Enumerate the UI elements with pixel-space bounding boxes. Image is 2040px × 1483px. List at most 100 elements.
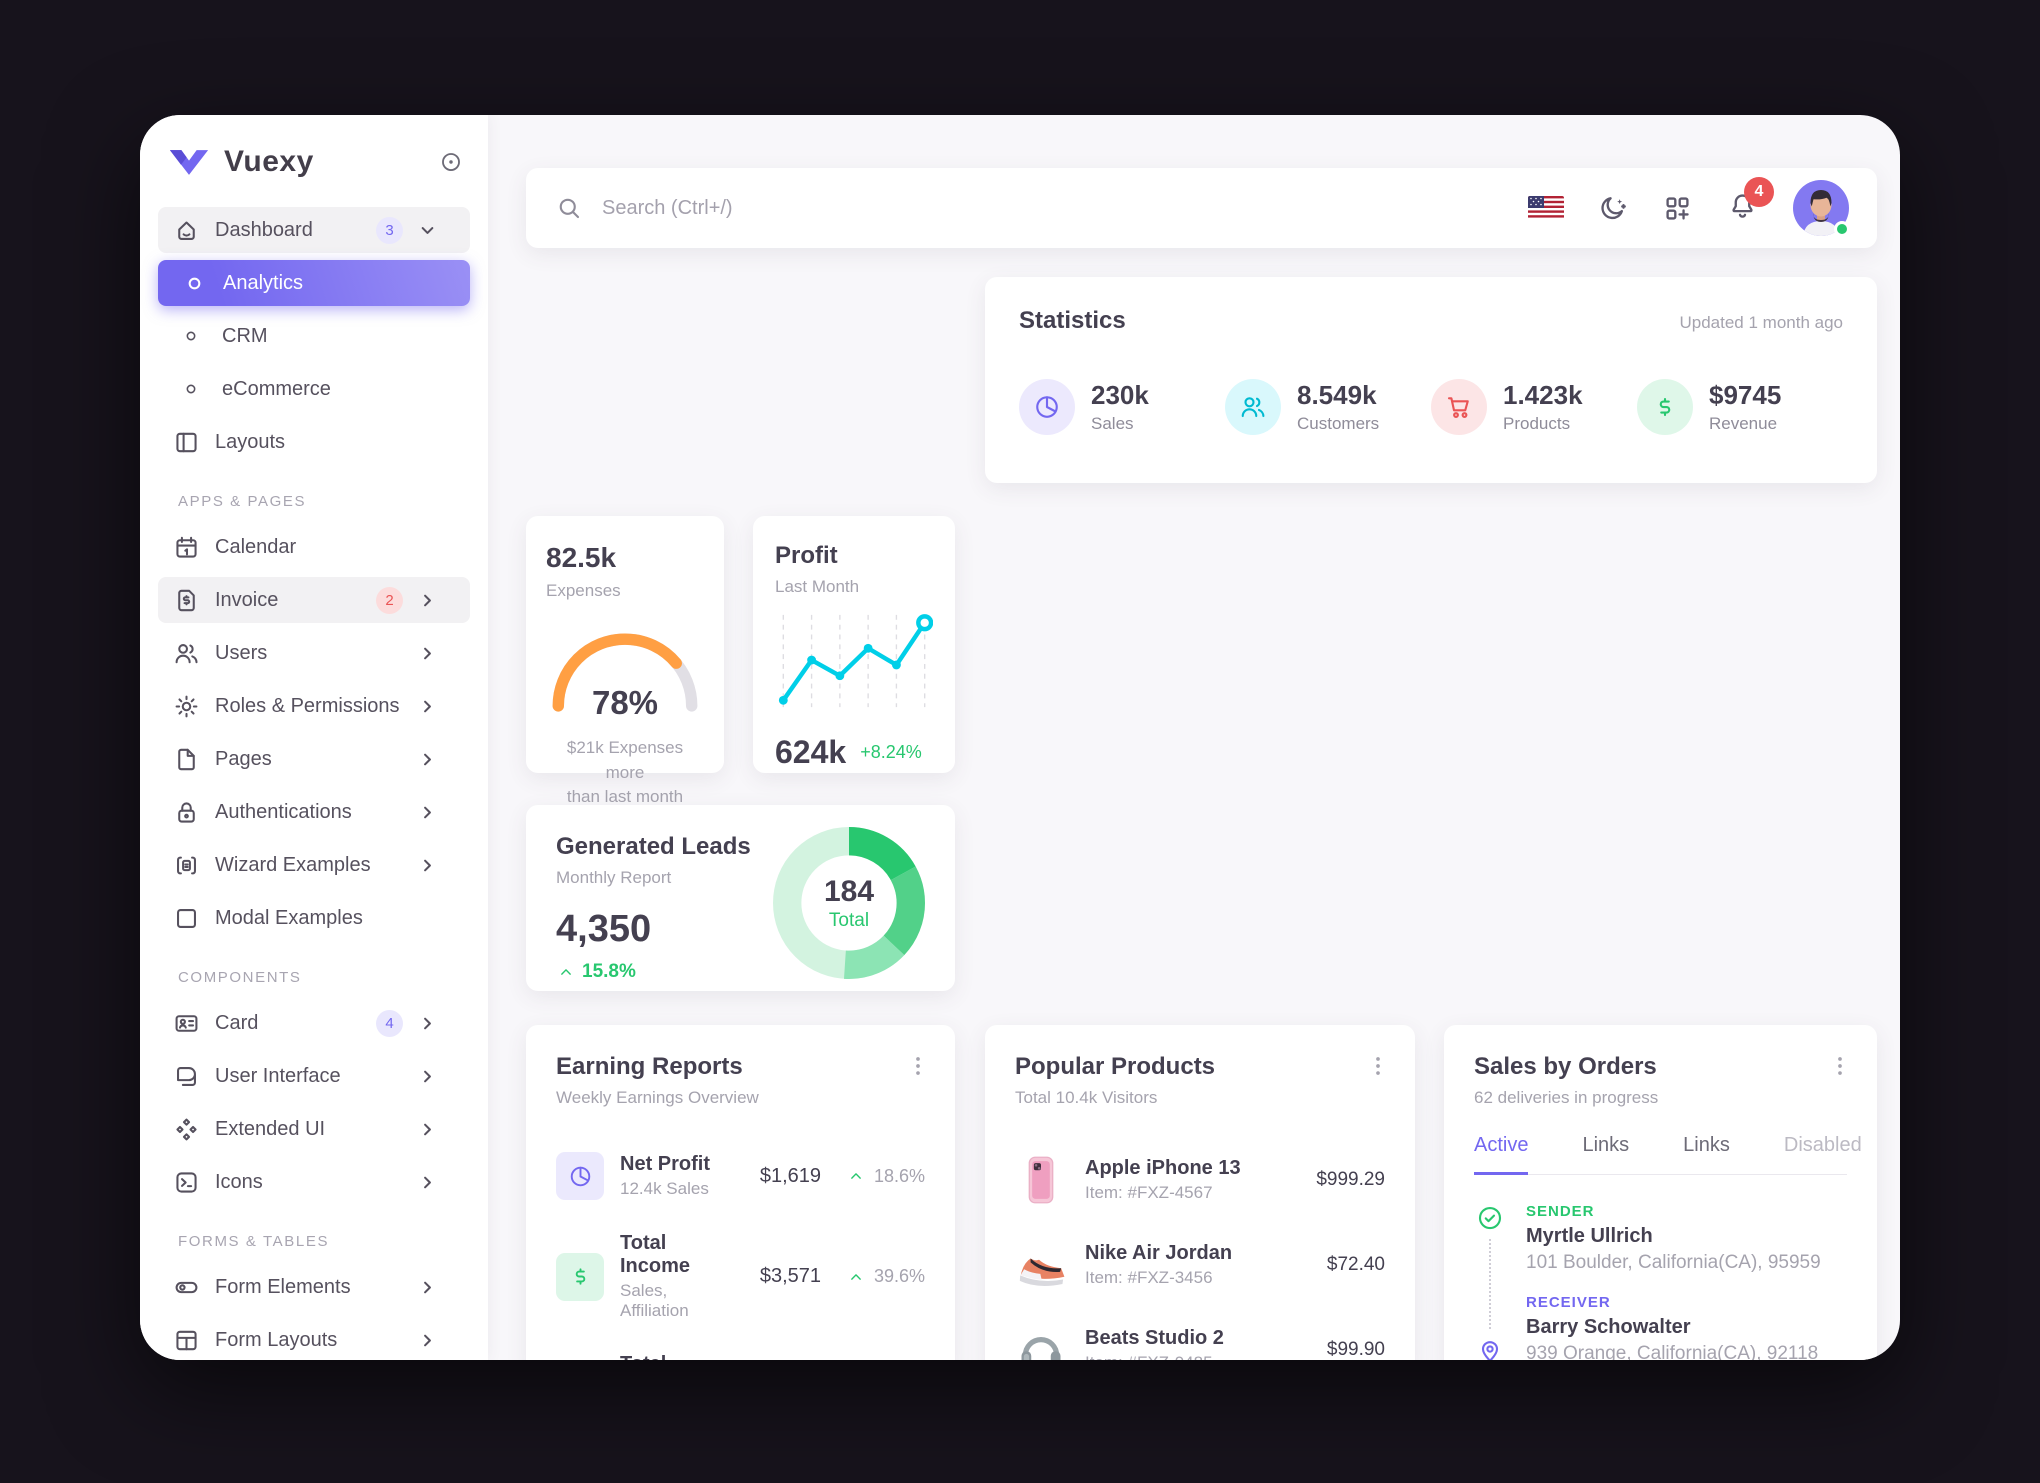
sidebar-item-calendar[interactable]: Calendar <box>158 524 470 570</box>
leads-subtitle: Monthly Report <box>556 868 672 887</box>
earning-row-total-income: Total Income Sales, Affiliation $3,571 3… <box>556 1232 925 1321</box>
stat-label: Revenue <box>1709 414 1778 433</box>
sidebar-item-label: Roles & Permissions <box>215 694 400 717</box>
stat-products: 1.423k Products <box>1431 379 1637 435</box>
earning-subtitle: Weekly Earnings Overview <box>556 1088 759 1107</box>
expenses-card: 82.5k Expenses 78% $21k Expenses more th… <box>526 516 724 806</box>
form-layout-icon <box>172 1326 201 1355</box>
sidebar-item-label: Users <box>215 641 268 664</box>
sidebar-item-users[interactable]: Users <box>158 630 470 676</box>
tab-active[interactable]: Active <box>1474 1134 1529 1175</box>
sidebar-item-invoice[interactable]: Invoice 2 <box>158 577 470 623</box>
product-price: $99.90 <box>1326 1339 1385 1360</box>
sidebar-item-label: Analytics <box>223 271 304 294</box>
top-navbar: 4 <box>526 168 1877 248</box>
donut-center-label: Total <box>828 909 870 931</box>
dashboard-badge: 3 <box>376 216 403 244</box>
sidebar-item-icons[interactable]: Icons <box>158 1159 470 1205</box>
invoice-badge: 2 <box>376 586 403 614</box>
receiver-block: RECEIVER Barry Schowalter 939 Orange, Ca… <box>1526 1294 1821 1360</box>
sales-by-orders-card: Sales by Orders 62 deliveries in progres… <box>1444 1025 1877 1360</box>
orders-title: Sales by Orders <box>1474 1053 1657 1080</box>
sidebar-item-label: Modal Examples <box>215 906 363 929</box>
sidebar-item-authentications[interactable]: Authentications <box>158 789 470 835</box>
chevron-right-icon <box>413 1273 442 1302</box>
chevron-up-icon <box>846 1267 866 1287</box>
modal-icon <box>172 904 201 933</box>
sidebar-item-extended-ui[interactable]: Extended UI <box>158 1106 470 1152</box>
calendar-icon <box>172 533 201 562</box>
sidebar-item-label: Dashboard <box>215 218 313 241</box>
sidebar-item-modal-examples[interactable]: Modal Examples <box>158 895 470 941</box>
dark-mode-moon-icon[interactable] <box>1596 192 1629 225</box>
sidebar-item-pages[interactable]: Pages <box>158 736 470 782</box>
sidebar-item-label: Authentications <box>215 800 352 823</box>
sidebar-item-roles-permissions[interactable]: Roles & Permissions <box>158 683 470 729</box>
search-input[interactable] <box>600 195 1120 221</box>
tab-disabled[interactable]: Disabled <box>1783 1134 1862 1156</box>
product-row-beats: Beats Studio 2 Item: #FXZ-9485 $99.90 <box>1015 1324 1385 1360</box>
sidebar-item-label: Invoice <box>215 588 279 611</box>
sidebar-item-label: Calendar <box>215 535 297 558</box>
customers-icon <box>1238 392 1268 422</box>
receiver-role: RECEIVER <box>1526 1294 1611 1311</box>
receiver-address: 939 Orange, California(CA), 92118 <box>1526 1343 1819 1360</box>
timeline-connector <box>1489 1239 1491 1329</box>
sender-name: Myrtle Ullrich <box>1526 1225 1653 1247</box>
lock-icon <box>172 798 201 827</box>
chevron-down-icon <box>413 216 442 245</box>
sidebar-item-form-elements[interactable]: Form Elements <box>158 1264 470 1310</box>
sidebar-item-crm[interactable]: CRM <box>158 313 470 359</box>
cart-icon <box>1444 392 1474 422</box>
user-avatar[interactable] <box>1793 180 1850 237</box>
sidebar-item-dashboard[interactable]: Dashboard 3 <box>158 207 470 253</box>
language-flag-icon[interactable] <box>1528 196 1564 220</box>
product-row-nike: Nike Air Jordan Item: #FXZ-3456 $72.40 <box>1015 1239 1385 1291</box>
global-search[interactable] <box>554 193 1528 223</box>
circle-icon <box>180 378 202 400</box>
chevron-right-icon <box>413 1115 442 1144</box>
diamonds-icon <box>172 1115 201 1144</box>
sidebar-item-label: eCommerce <box>222 377 331 400</box>
sidebar-item-user-interface[interactable]: User Interface <box>158 1053 470 1099</box>
stat-sales: 230k Sales <box>1019 379 1225 435</box>
gear-icon <box>172 692 201 721</box>
stat-label: Products <box>1503 414 1571 433</box>
tab-links-1[interactable]: Links <box>1582 1134 1630 1156</box>
sidebar-collapse-toggle-icon[interactable] <box>438 149 464 175</box>
sidebar-item-wizard-examples[interactable]: Wizard Examples <box>158 842 470 888</box>
chevron-right-icon <box>413 1326 442 1355</box>
expenses-gauge-chart: 78% <box>546 625 704 721</box>
kebab-menu-icon[interactable] <box>1827 1053 1853 1079</box>
kebab-menu-icon[interactable] <box>905 1053 931 1079</box>
popular-products-card: Popular Products Total 10.4k Visitors Ap… <box>985 1025 1415 1360</box>
sidebar-item-card[interactable]: Card 4 <box>158 1000 470 1046</box>
sidebar-item-analytics[interactable]: Analytics <box>158 260 470 306</box>
brand: Vuexy <box>140 115 488 203</box>
statistics-card: Statistics Updated 1 month ago 230k Sale… <box>985 277 1877 483</box>
sidebar-item-label: CRM <box>222 324 268 347</box>
sidebar-item-ecommerce[interactable]: eCommerce <box>158 366 470 412</box>
product-image-shoe <box>1015 1239 1067 1291</box>
sidebar-item-layouts[interactable]: Layouts <box>158 419 470 465</box>
gauge-percent: 78% <box>591 684 659 721</box>
kebab-menu-icon[interactable] <box>1365 1053 1391 1079</box>
check-circle-icon <box>1475 1203 1505 1233</box>
stat-value: $9745 <box>1709 380 1782 410</box>
product-image-iphone <box>1015 1154 1067 1206</box>
profit-subtitle: Last Month <box>775 577 860 596</box>
shipment-timeline: SENDER Myrtle Ullrich 101 Boulder, Calif… <box>1474 1203 1847 1360</box>
sidebar: Vuexy Dashboard 3 Analytics CRM eCommerc… <box>140 115 488 1360</box>
sidebar-item-form-layouts[interactable]: Form Layouts <box>158 1317 470 1360</box>
apps-grid-icon[interactable] <box>1661 192 1694 225</box>
chevron-right-icon <box>413 798 442 827</box>
product-price: $72.40 <box>1326 1254 1385 1275</box>
product-image-headphones <box>1015 1324 1067 1360</box>
stat-value: 1.423k <box>1503 380 1583 410</box>
notifications-bell[interactable]: 4 <box>1726 177 1774 227</box>
sidebar-item-label: Form Layouts <box>215 1328 338 1351</box>
earning-amount: $1,619 <box>759 1164 821 1187</box>
tab-links-2[interactable]: Links <box>1683 1134 1730 1156</box>
sidebar-item-label: Card <box>215 1011 259 1034</box>
brand-name: Vuexy <box>224 145 314 178</box>
